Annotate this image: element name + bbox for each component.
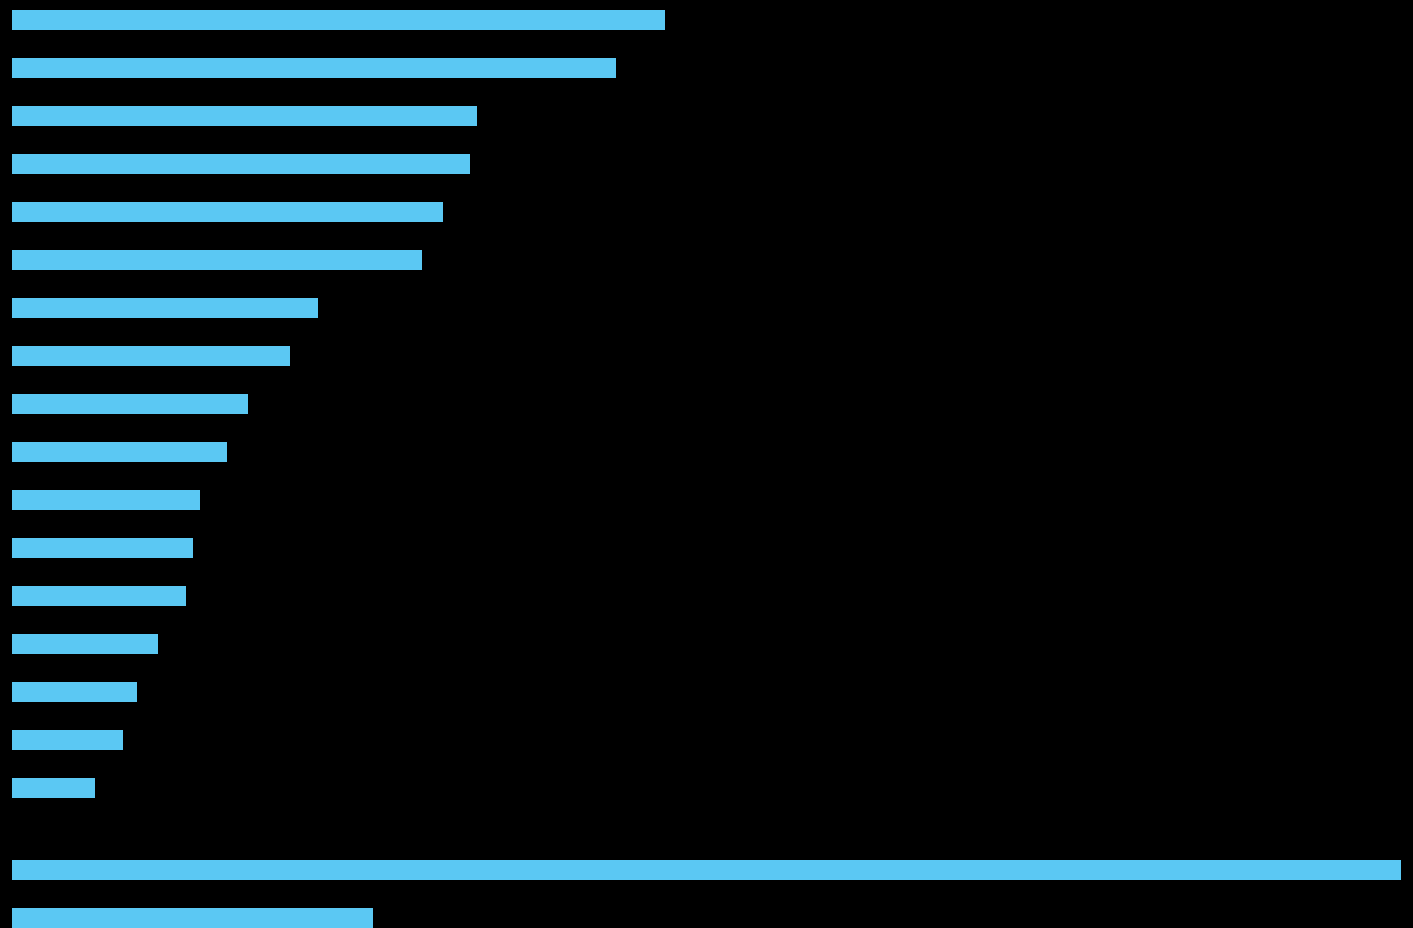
bar-8 [12, 394, 248, 414]
bar-4 [12, 202, 443, 222]
bar-13 [12, 634, 158, 654]
bar-6 [12, 298, 318, 318]
bar-14 [12, 682, 137, 702]
bar-0 [12, 10, 665, 30]
bar-5 [12, 250, 422, 270]
bar-11 [12, 538, 193, 558]
bar-3 [12, 154, 470, 174]
bar-9 [12, 442, 227, 462]
bar-18 [12, 908, 373, 928]
bar-12 [12, 586, 186, 606]
bar-1 [12, 58, 616, 78]
bar-10 [12, 490, 200, 510]
bar-7 [12, 346, 290, 366]
bar-17 [12, 860, 1401, 880]
bar-16 [12, 778, 95, 798]
bar-15 [12, 730, 123, 750]
bar-chart [12, 10, 1401, 880]
bar-2 [12, 106, 477, 126]
